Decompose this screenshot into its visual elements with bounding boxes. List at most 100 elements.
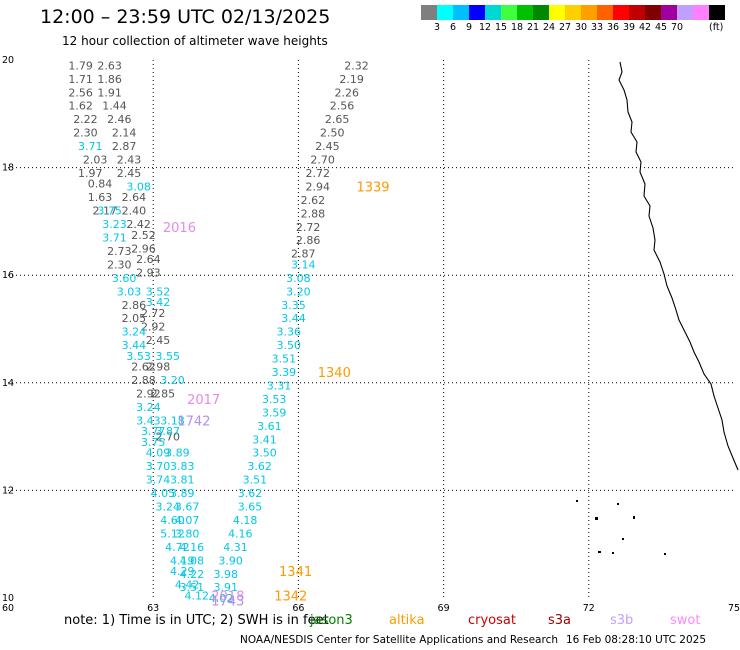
wave-height-value: 2.93 [136,267,161,280]
wave-height-value: 2.30 [73,127,98,140]
wave-height-value: 2.50 [320,127,345,140]
wave-height-value: 1.62 [68,100,93,113]
y-tick-label: 16 [2,270,14,281]
color-swatch [613,5,629,20]
color-swatch [693,5,709,20]
wave-height-value: 3.41 [252,433,277,446]
wave-height-value: 2.70 [310,154,335,167]
wave-height-value: 4.22 [180,568,205,581]
color-swatch [677,5,693,20]
pass-number-label: 1742 [177,414,210,429]
wave-height-value: 4.09 [146,447,171,460]
wave-height-value: 3.03 [117,285,142,298]
wave-height-value: 1.63 [88,191,113,204]
wave-height-value: 2.72 [306,167,331,180]
wave-height-value: 2.56 [68,86,93,99]
color-scale-label: 21 [526,22,540,33]
wave-height-value: 2.26 [335,86,360,99]
wave-height-value: 4.12 [185,589,210,602]
wave-height-value: 1.44 [102,100,127,113]
wave-height-value: 2.64 [136,253,161,266]
wave-height-value: 2.98 [146,361,171,374]
color-scale-label: 12 [478,22,492,33]
wave-height-value: 2.40 [122,205,147,218]
color-scale-label: 27 [558,22,572,33]
wave-height-value: 2.64 [122,191,147,204]
wave-height-value: 2.22 [73,113,98,126]
wave-height-value: 3.20 [286,285,311,298]
wave-height-value: 3.14 [291,258,316,271]
color-scale-label: 42 [638,22,652,33]
wave-height-value: 3.36 [276,326,301,339]
wave-height-value: 4.16 [180,541,205,554]
wave-height-value: 2.72 [141,307,166,320]
wave-height-value: 2.88 [301,207,326,220]
color-swatch [661,5,677,20]
wave-height-value: 3.51 [272,353,297,366]
x-tick-label: 69 [438,603,450,612]
wave-height-value: 2.46 [107,113,132,126]
page-title: 12:00 – 23:59 UTC 02/13/2025 [40,6,331,28]
wave-height-value: 2.19 [339,73,364,86]
pass-number-label: 1341 [279,565,312,580]
wave-height-value: 2.17 [93,205,118,218]
color-swatch [517,5,533,20]
pass-number-label: 2017 [187,393,220,408]
color-scale-label: 36 [606,22,620,33]
color-swatch [581,5,597,20]
wave-height-value: 2.96 [131,242,156,255]
wave-height-value: 4.08 [180,554,205,567]
wave-height-value: 2.88 [131,374,156,387]
wave-height-value: 2.94 [306,180,331,193]
wave-height-value: 3.67 [175,501,200,514]
wave-height-value: 3.81 [170,474,195,487]
island-marks [576,500,666,555]
wave-height-value: 1.86 [97,73,122,86]
grid-lines [8,60,734,598]
credit-line: NOAA/NESDIS Center for Satellite Applica… [240,634,558,646]
color-scale-label: 9 [465,22,473,33]
color-scale-label: 3 [433,22,441,33]
satellite-legend-altika: altika [389,613,425,628]
wave-height-value: 3.31 [267,379,292,392]
axis-ticks: 60 63 66 69 72 75 10 12 14 16 18 20 [2,55,740,612]
wave-height-value: 4.16 [228,527,253,540]
wave-height-value: 3.62 [247,460,272,473]
wave-height-value: 2.43 [117,154,142,167]
wave-height-value: 3.51 [180,581,205,594]
wave-height-value: 2.45 [146,334,171,347]
pass-number-label: 2018 [211,589,244,604]
satellite-legend-jason3: jason3 [310,613,353,628]
color-scale-label: 24 [542,22,556,33]
color-swatch [709,5,725,20]
wave-height-value: 2.14 [112,127,137,140]
wave-height-value: 1.91 [97,86,122,99]
wave-height-value: 2.87 [291,248,316,261]
y-tick-label: 20 [2,55,14,66]
coastline-path [618,61,739,471]
wave-height-value: 2.87 [112,140,137,153]
x-tick-label: 63 [147,603,159,612]
color-swatch [645,5,661,20]
wave-height-value: 2.85 [151,388,176,401]
color-scale-label: 45 [654,22,668,33]
wave-height-value: 3.44 [122,339,147,352]
wave-height-value: 2.70 [155,431,180,444]
color-scale-label: 30 [574,22,588,33]
wave-height-value: 2.62 [301,194,326,207]
wave-height-value: 3.74 [146,474,171,487]
wave-height-value: 2.05 [122,312,147,325]
generated-timestamp: 16 Feb 08:28:10 UTC 2025 [566,634,706,646]
wave-height-value: 3.91 [214,581,239,594]
x-tick-label: 75 [728,603,740,612]
wave-height-value: 2.72 [296,221,321,234]
wave-height-value: 2.42 [126,218,151,231]
footer-note: note: 1) Time is in UTC; 2) SWH is in fe… [64,613,329,628]
y-tick-label: 18 [2,163,14,174]
color-swatch [597,5,613,20]
wave-height-value: 3.24 [155,501,180,514]
wave-height-value: 4.72 [165,541,190,554]
color-swatch [533,5,549,20]
wave-height-value: 2.73 [107,245,132,258]
